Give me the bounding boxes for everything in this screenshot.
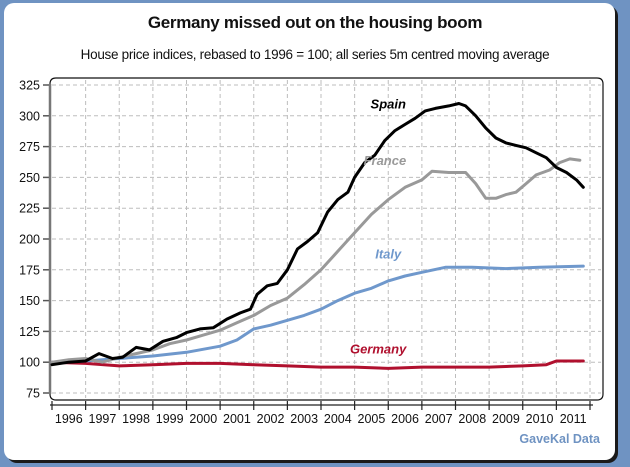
series-labels: Germany Italy France Spain [350,96,407,356]
y-tick-label: 225 [19,202,40,216]
y-tick-label: 150 [19,294,40,308]
series-label-spain: Spain [371,96,406,111]
y-tick-label: 125 [19,325,40,339]
x-tick-label: 1998 [122,412,150,426]
chart-subtitle: House price indices, rebased to 1996 = 1… [80,47,550,62]
x-tick-label: 1997 [89,412,117,426]
x-tick-label: 2006 [391,412,419,426]
x-tick-label: 2001 [223,412,251,426]
y-tick-label: 250 [19,171,40,185]
x-tick-label: 2000 [189,412,217,426]
plot-border [49,77,604,401]
series-label-france: France [364,153,407,168]
y-tick-label: 300 [19,109,40,123]
series-line-italy [50,264,585,364]
x-tick-label: 2005 [358,412,386,426]
series-label-italy: Italy [375,247,402,262]
series-line-germany [50,359,585,370]
series-label-germany: Germany [350,342,407,357]
x-tick-label: 2002 [257,412,285,426]
x-tick-label: 1996 [55,412,83,426]
y-tick-label: 100 [19,356,40,370]
y-axis: 75 100 125 150 175 200 225 250 275 300 325 [19,79,52,401]
x-tick-label: 2008 [458,412,486,426]
chart-frame [4,3,615,460]
y-tick-label: 200 [19,233,40,247]
series-lines [50,102,585,370]
x-tick-label: 2009 [492,412,520,426]
x-tick-label: 2007 [425,412,453,426]
source-label: GaveKal Data [519,432,600,446]
x-tick-label: 2010 [526,412,554,426]
x-tick-label: 2011 [560,412,587,426]
y-tick-label: 75 [26,387,40,401]
x-tick-label: 2004 [324,412,352,426]
y-tick-label: 325 [19,79,40,93]
chart-title: Germany missed out on the housing boom [147,13,483,32]
x-tick-label: 2003 [290,412,318,426]
x-axis: 1996 1997 1998 1999 2000 2001 2002 2003 2004 2005… [50,401,593,426]
series-line-france [50,157,582,364]
series-line-spain [50,102,585,367]
y-tick-label: 175 [19,263,40,277]
x-tick-label: 1999 [156,412,184,426]
y-tick-label: 275 [19,140,40,154]
